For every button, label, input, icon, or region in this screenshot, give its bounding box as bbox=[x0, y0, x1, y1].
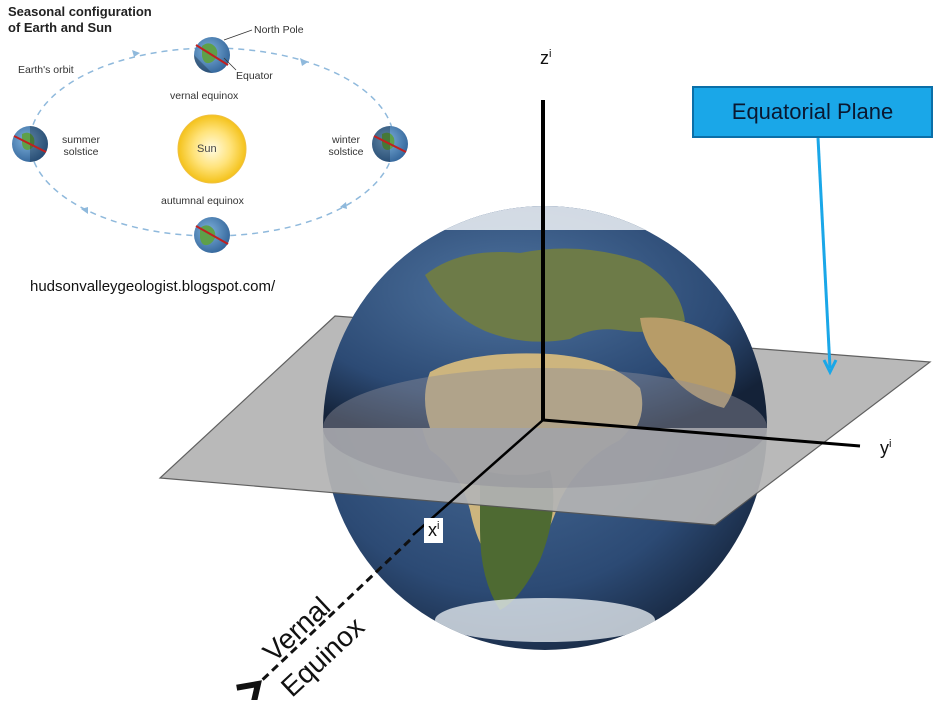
orbit-arrow-icon bbox=[132, 50, 140, 57]
summer-solstice-label: summer solstice bbox=[59, 134, 103, 158]
orbit-label: Earth's orbit bbox=[18, 64, 74, 76]
earth-icon-winter bbox=[372, 126, 408, 162]
summer-line2: solstice bbox=[63, 146, 99, 158]
orbit-arrow-icon bbox=[300, 58, 308, 66]
inset-title-line2: of Earth and Sun bbox=[8, 20, 112, 35]
earth-icon-summer bbox=[12, 126, 48, 162]
equatorial-plane-callout: Equatorial Plane bbox=[692, 86, 933, 138]
x-axis-line bbox=[412, 419, 544, 536]
vernal-equinox-arrow bbox=[236, 538, 412, 705]
source-credit: hudsonvalleygeologist.blogspot.com/ bbox=[30, 278, 276, 295]
inset-title-line1: Seasonal configuration bbox=[8, 4, 152, 19]
y-axis-base: y bbox=[880, 438, 889, 458]
y-axis-sup: i bbox=[889, 438, 892, 450]
winter-line2: solstice bbox=[328, 146, 364, 158]
x-axis-label: xi bbox=[424, 518, 444, 543]
callout-pointer bbox=[816, 137, 832, 369]
x-axis-sup: i bbox=[437, 520, 440, 532]
north-pole-label: North Pole bbox=[254, 24, 304, 36]
callout-arrow-icon bbox=[822, 359, 838, 376]
summer-line1: summer bbox=[62, 134, 100, 146]
winter-solstice-label: winter solstice bbox=[324, 134, 368, 158]
inset-seasonal-diagram bbox=[12, 29, 408, 253]
earth-icon-vernal bbox=[194, 37, 230, 73]
sun-label: Sun bbox=[197, 143, 217, 155]
inset-title: Seasonal configuration of Earth and Sun bbox=[8, 4, 152, 36]
orbit-arrow-icon bbox=[81, 207, 88, 214]
vernal-equinox-label: vernal equinox bbox=[170, 90, 239, 102]
sun-icon bbox=[177, 114, 247, 184]
equator-label: Equator bbox=[236, 70, 273, 82]
equator-leader bbox=[223, 57, 237, 71]
orbit-arrow-icon bbox=[340, 202, 347, 209]
autumnal-equinox-label: autumnal equinox bbox=[161, 195, 244, 207]
z-axis-label: zi bbox=[540, 48, 551, 69]
earth-icon-autumnal bbox=[194, 217, 230, 253]
z-axis-sup: i bbox=[549, 48, 552, 60]
x-axis-base: x bbox=[428, 520, 437, 540]
north-pole-leader bbox=[223, 29, 253, 41]
winter-line1: winter bbox=[331, 134, 360, 146]
z-axis-base: z bbox=[540, 48, 549, 68]
y-axis-label: yi bbox=[880, 438, 891, 459]
y-axis-line bbox=[542, 418, 861, 448]
callout-label: Equatorial Plane bbox=[731, 99, 894, 124]
